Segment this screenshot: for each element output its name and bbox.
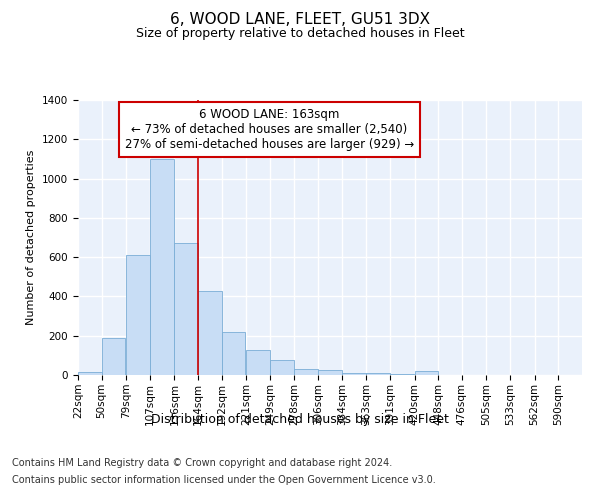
Text: Size of property relative to detached houses in Fleet: Size of property relative to detached ho… xyxy=(136,28,464,40)
Bar xyxy=(342,373,365,375)
Bar xyxy=(222,332,245,375)
Y-axis label: Number of detached properties: Number of detached properties xyxy=(26,150,37,325)
Bar xyxy=(126,255,150,375)
Text: Distribution of detached houses by size in Fleet: Distribution of detached houses by size … xyxy=(151,412,449,426)
Bar xyxy=(78,372,101,375)
Bar xyxy=(318,370,342,375)
Text: 6, WOOD LANE, FLEET, GU51 3DX: 6, WOOD LANE, FLEET, GU51 3DX xyxy=(170,12,430,28)
Text: Contains public sector information licensed under the Open Government Licence v3: Contains public sector information licen… xyxy=(12,475,436,485)
Bar xyxy=(198,290,222,375)
Text: 6 WOOD LANE: 163sqm
← 73% of detached houses are smaller (2,540)
27% of semi-det: 6 WOOD LANE: 163sqm ← 73% of detached ho… xyxy=(125,108,414,151)
Bar xyxy=(246,350,270,375)
Text: Contains HM Land Registry data © Crown copyright and database right 2024.: Contains HM Land Registry data © Crown c… xyxy=(12,458,392,468)
Bar xyxy=(150,159,173,375)
Bar xyxy=(175,244,198,375)
Bar xyxy=(367,373,390,375)
Bar xyxy=(270,360,293,375)
Bar xyxy=(101,338,125,375)
Bar xyxy=(415,371,438,375)
Bar xyxy=(295,369,318,375)
Bar xyxy=(390,374,414,375)
